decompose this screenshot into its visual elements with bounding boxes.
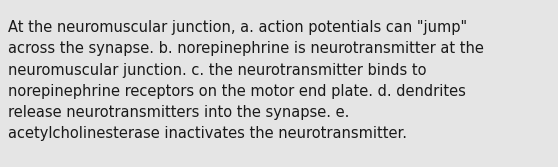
Text: At the neuromuscular junction, a. action potentials can "jump"
across the synaps: At the neuromuscular junction, a. action…	[8, 20, 484, 141]
